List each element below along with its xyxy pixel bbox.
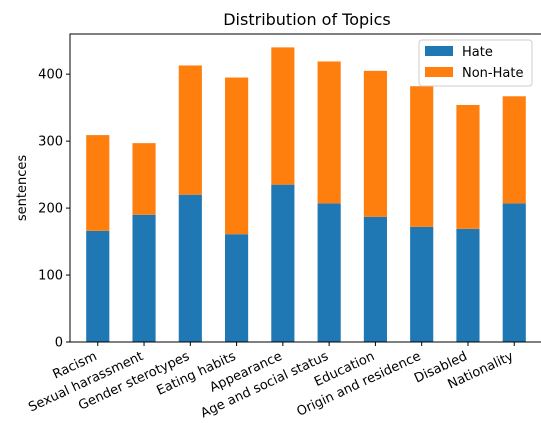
legend-label: Hate [462, 45, 493, 60]
bar-hate [502, 203, 526, 342]
bar-non-hate [410, 86, 434, 227]
legend: Hate Non-Hate [418, 39, 533, 87]
bar-non-hate [363, 70, 387, 217]
chart-title: Distribution of Topics [223, 10, 391, 29]
plot-frame [69, 33, 541, 343]
bar-hate [178, 194, 202, 342]
bar-hate [410, 226, 434, 342]
bar-hate [86, 230, 110, 342]
bar-hate [363, 216, 387, 342]
y-tick-label: 200 [38, 202, 63, 217]
bar-non-hate [271, 47, 295, 185]
bar-hate [456, 228, 480, 342]
bar-hate [225, 234, 249, 342]
bar-hate [317, 203, 341, 342]
y-tick-label: 300 [38, 135, 63, 150]
bars-group [86, 47, 526, 342]
y-ticks-group: 0 100 200 300 400 [38, 68, 70, 351]
bar-non-hate [178, 65, 202, 195]
y-tick-label: 400 [38, 68, 63, 83]
y-tick-label: 100 [38, 269, 63, 284]
legend-swatch [425, 67, 453, 77]
bar-non-hate [502, 96, 526, 204]
y-axis-label: sentences [15, 155, 30, 221]
bar-non-hate [456, 104, 480, 229]
bar-non-hate [132, 143, 156, 215]
bar-hate [132, 214, 156, 342]
bar-hate [271, 184, 295, 342]
y-tick-label: 0 [55, 336, 63, 351]
legend-swatch [425, 46, 453, 56]
legend-label: Non-Hate [462, 66, 523, 81]
bar-non-hate [86, 135, 110, 231]
bar-non-hate [225, 77, 249, 235]
bar-non-hate [317, 61, 341, 204]
